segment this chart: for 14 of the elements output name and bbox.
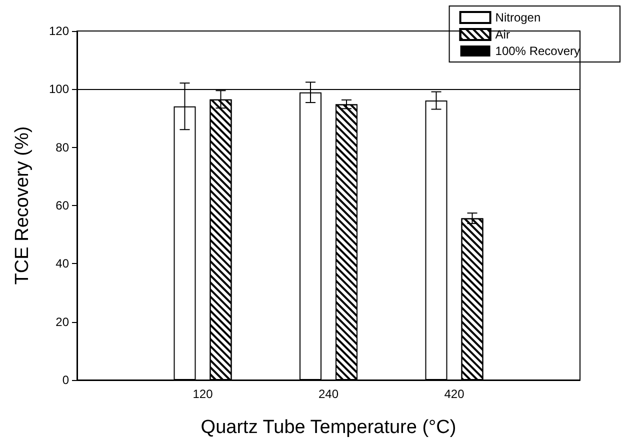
legend-label: Nitrogen (495, 10, 541, 24)
y-tick-label: 80 (56, 140, 70, 154)
y-tick-label: 20 (56, 314, 70, 329)
x-tick-label: 120 (192, 387, 214, 401)
y-tick-label: 100 (48, 82, 70, 96)
y-tick-label: 120 (48, 24, 70, 38)
x-tick-label: 420 (444, 387, 465, 401)
y-tick-label: 60 (56, 198, 70, 212)
x-tick-label: 240 (318, 387, 339, 401)
y-tick-label: 0 (62, 373, 70, 387)
y-axis-title: TCE Recovery (%) (12, 126, 33, 285)
x-axis-title: Quartz Tube Temperature (°C) (200, 417, 456, 438)
legend-label: 100% Recovery (495, 44, 580, 58)
y-tick-label: 40 (56, 256, 70, 271)
